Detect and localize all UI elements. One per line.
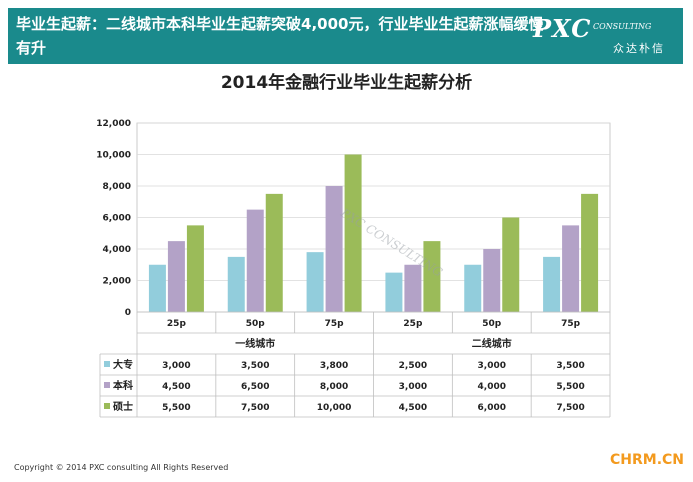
y-tick-label: 4,000 [103, 245, 131, 255]
x-category-label: 75p [325, 319, 345, 329]
x-category-label: 50p [482, 319, 502, 329]
data-table-cell: 4,500 [399, 403, 427, 413]
y-tick-label: 2,000 [103, 277, 131, 287]
legend-label: 硕士 [113, 400, 133, 413]
header-banner: 毕业生起薪：二线城市本科毕业生起薪突破4,000元，行业毕业生起薪涨幅缓慢有升 … [8, 8, 683, 64]
y-tick-label: 10,000 [96, 151, 131, 161]
banner-headline: 毕业生起薪：二线城市本科毕业生起薪突破4,000元，行业毕业生起薪涨幅缓慢有升 [16, 15, 544, 57]
legend-label: 本科 [113, 379, 133, 392]
x-category-label: 25p [167, 319, 187, 329]
bar-本科 [325, 186, 343, 312]
bar-硕士 [423, 241, 441, 312]
data-table-cell: 6,000 [478, 403, 506, 413]
legend-swatch-本科 [104, 382, 110, 388]
data-table-cell: 2,500 [399, 361, 427, 371]
copyright-footer: Copyright © 2014 PXC consulting All Righ… [14, 463, 229, 472]
y-tick-label: 0 [125, 308, 131, 318]
bar-本科 [404, 264, 422, 312]
x-category-label: 75p [561, 319, 581, 329]
pxc-logo: PXC CONSULTING 众达朴信 [533, 14, 673, 58]
data-table-cell: 7,500 [241, 403, 269, 413]
data-table-cell: 3,000 [162, 361, 190, 371]
logo-sub-text: CONSULTING [593, 22, 652, 31]
data-table-cell: 3,500 [241, 361, 269, 371]
bar-硕士 [265, 193, 283, 312]
bar-本科 [246, 209, 264, 312]
legend-swatch-大专 [104, 361, 110, 367]
data-table-cell: 10,000 [317, 403, 352, 413]
data-table-cell: 3,000 [478, 361, 506, 371]
data-table-cell: 3,500 [556, 361, 584, 371]
legend-label: 大专 [113, 358, 133, 371]
bar-硕士 [344, 154, 362, 312]
bar-硕士 [581, 193, 599, 312]
logo-main-text: PXC [533, 14, 592, 43]
data-table-cell: 4,500 [162, 382, 190, 392]
data-table-cell: 6,500 [241, 382, 269, 392]
logo-cn-text: 众达朴信 [613, 42, 665, 55]
y-tick-label: 6,000 [103, 214, 131, 224]
data-table-cell: 5,500 [556, 382, 584, 392]
x-category-label: 25p [403, 319, 423, 329]
chart-title: 2014年金融行业毕业生起薪分析 [220, 73, 473, 93]
bar-本科 [562, 225, 580, 312]
bar-本科 [167, 241, 185, 312]
y-tick-label: 8,000 [103, 182, 131, 192]
legend-swatch-硕士 [104, 403, 110, 409]
bar-大专 [543, 256, 561, 312]
bar-大专 [227, 256, 245, 312]
data-table-cell: 8,000 [320, 382, 348, 392]
x-group-label: 一线城市 [235, 337, 275, 350]
bar-本科 [483, 249, 501, 312]
x-category-label: 50p [246, 319, 266, 329]
bar-硕士 [186, 225, 204, 312]
y-tick-label: 12,000 [96, 119, 131, 129]
data-table-cell: 3,000 [399, 382, 427, 392]
data-table-cell: 5,500 [162, 403, 190, 413]
data-table-cell: 7,500 [556, 403, 584, 413]
bar-大专 [306, 252, 324, 312]
bar-大专 [385, 272, 403, 312]
data-table-cell: 4,000 [478, 382, 506, 392]
bar-硕士 [502, 217, 520, 312]
bar-大专 [464, 264, 482, 312]
data-table-cell: 3,800 [320, 361, 348, 371]
bar-大专 [148, 264, 166, 312]
chrm-watermark: CHRM.CN [610, 452, 685, 468]
x-group-label: 二线城市 [472, 337, 512, 350]
